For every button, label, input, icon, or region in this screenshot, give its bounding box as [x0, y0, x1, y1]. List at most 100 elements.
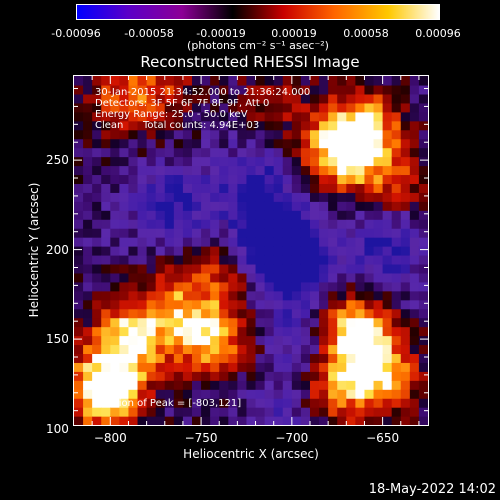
- heatmap-cell: [409, 201, 420, 211]
- heatmap-cell: [192, 389, 202, 399]
- peak-position-annotation: Position of Peak = [-803,121]: [95, 398, 242, 409]
- heatmap-cell: [319, 111, 329, 122]
- heatmap-cell: [418, 165, 428, 176]
- heatmap-cell: [110, 281, 120, 292]
- heatmap-cell: [337, 362, 347, 372]
- heatmap-cell: [83, 344, 93, 355]
- heatmap-cell: [155, 102, 166, 113]
- heatmap-cell: [364, 183, 375, 193]
- heatmap-cell: [391, 219, 402, 229]
- heatmap-cell: [237, 93, 248, 104]
- heatmap-cell: [418, 201, 428, 211]
- heatmap-cell: [237, 201, 248, 211]
- heatmap-cell: [201, 228, 211, 238]
- heatmap-cell: [310, 120, 320, 131]
- heatmap-cell: [119, 183, 130, 193]
- heatmap-cell: [346, 219, 356, 229]
- heatmap-cell: [128, 102, 139, 113]
- heatmap-cell: [237, 192, 248, 202]
- heatmap-cell: [192, 317, 202, 328]
- heatmap-cell: [164, 219, 175, 229]
- heatmap-cell: [128, 201, 139, 211]
- heatmap-cell: [346, 254, 356, 265]
- heatmap-cell: [382, 290, 393, 301]
- heatmap-cell: [409, 380, 420, 390]
- heatmap-cell: [246, 254, 257, 265]
- heatmap-cell: [219, 219, 229, 229]
- heatmap-cell: [418, 407, 428, 417]
- heatmap-cell: [346, 84, 356, 95]
- heatmap-cell: [146, 362, 157, 372]
- heatmap-cell: [92, 290, 102, 301]
- heatmap-cell: [264, 416, 275, 425]
- heatmap-cell: [273, 362, 284, 372]
- heatmap-cell: [219, 416, 229, 425]
- heatmap-cell: [328, 174, 338, 184]
- heatmap-cell: [255, 93, 266, 104]
- heatmap-cell: [418, 317, 428, 328]
- heatmap-cell: [237, 380, 248, 390]
- heatmap-cell: [291, 147, 302, 158]
- heatmap-cell: [146, 263, 157, 274]
- heatmap-cell: [346, 416, 356, 425]
- heatmap-cell: [319, 398, 329, 408]
- x-tick-label: −650: [366, 431, 400, 445]
- heatmap-cell: [173, 120, 184, 131]
- heatmap-cell: [228, 237, 238, 247]
- heatmap-cell: [182, 210, 193, 220]
- heatmap-cell: [400, 111, 411, 122]
- heatmap-cell: [173, 263, 184, 274]
- heatmap-cell: [255, 272, 266, 283]
- heatmap-cell: [300, 192, 311, 202]
- heatmap-cell: [328, 263, 338, 274]
- heatmap-cell: [400, 290, 411, 301]
- heatmap-cell: [264, 263, 275, 274]
- heatmap-cell: [92, 219, 102, 229]
- heatmap-cell: [391, 326, 402, 337]
- heatmap-cell: [400, 398, 411, 408]
- heatmap-cell: [382, 228, 393, 238]
- heatmap-cell: [409, 156, 420, 167]
- heatmap-cell: [210, 272, 220, 283]
- heatmap-cell: [400, 228, 411, 238]
- heatmap-cell: [137, 120, 148, 131]
- heatmap-cell: [418, 344, 428, 355]
- heatmap-cell: [128, 156, 139, 167]
- heatmap-cell: [337, 120, 347, 131]
- heatmap-cell: [391, 156, 402, 167]
- heatmap-cell: [373, 416, 384, 425]
- heatmap-cell: [128, 398, 139, 408]
- heatmap-cell: [391, 93, 402, 104]
- heatmap-cell: [409, 111, 420, 122]
- heatmap-cell: [74, 111, 84, 122]
- heatmap-cell: [319, 263, 329, 274]
- heatmap-cell: [173, 380, 184, 390]
- heatmap-cell: [282, 416, 293, 425]
- heatmap-cell: [164, 263, 175, 274]
- heatmap-cell: [337, 281, 347, 292]
- heatmap-cell: [210, 147, 220, 158]
- heatmap-cell: [201, 371, 211, 381]
- heatmap-cell: [346, 237, 356, 247]
- heatmap-cell: [74, 281, 84, 292]
- heatmap-cell: [74, 156, 84, 167]
- heatmap-cell: [300, 254, 311, 265]
- heatmap-cell: [146, 138, 157, 149]
- heatmap-cell: [382, 201, 393, 211]
- heatmap-cell: [355, 335, 366, 346]
- heatmap-cell: [328, 210, 338, 220]
- heatmap-cell: [192, 398, 202, 408]
- heatmap-cell: [391, 362, 402, 372]
- heatmap-cell: [219, 228, 229, 238]
- heatmap-cell: [219, 84, 229, 95]
- heatmap-cell: [282, 138, 293, 149]
- heatmap-cell: [101, 246, 111, 256]
- heatmap-cell: [164, 174, 175, 184]
- heatmap-cell: [373, 344, 384, 355]
- heatmap-cell: [219, 246, 229, 256]
- heatmap-cell: [337, 174, 347, 184]
- heatmap-cell: [282, 228, 293, 238]
- heatmap-cell: [282, 308, 293, 319]
- heatmap-cell: [382, 254, 393, 265]
- heatmap-cell: [346, 93, 356, 104]
